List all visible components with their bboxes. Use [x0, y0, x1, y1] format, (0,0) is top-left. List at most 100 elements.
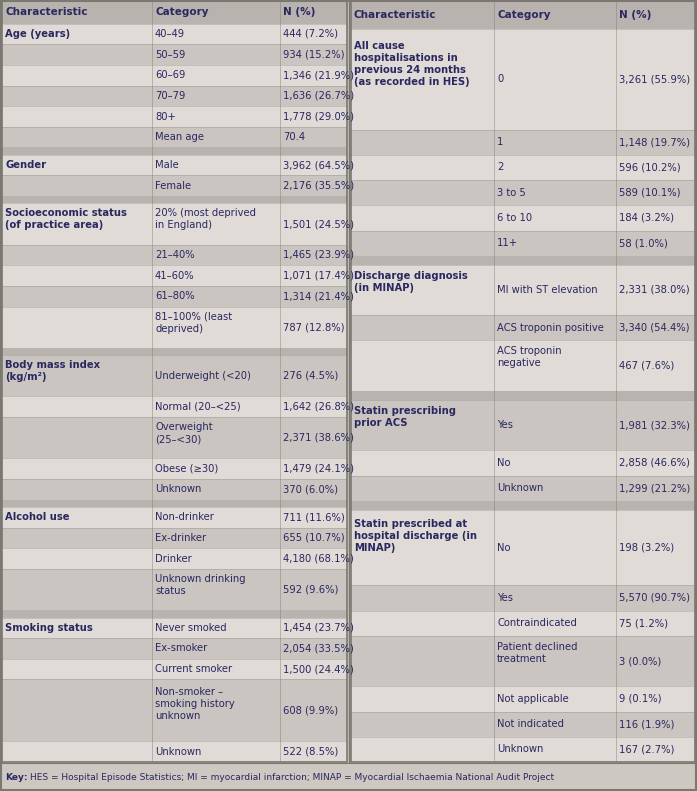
Text: 58 (1.0%): 58 (1.0%) [619, 238, 668, 248]
Text: 3,962 (64.5%): 3,962 (64.5%) [283, 160, 354, 170]
Text: Alcohol use: Alcohol use [5, 513, 70, 522]
Bar [2, 569, 347, 610]
Bar [351, 509, 695, 585]
Text: Category: Category [155, 7, 208, 17]
Text: Yes: Yes [497, 420, 513, 430]
Text: Ex-drinker: Ex-drinker [155, 533, 206, 543]
Text: Discharge diagnosis
(in MINAP): Discharge diagnosis (in MINAP) [354, 271, 468, 293]
Text: N (%): N (%) [619, 9, 652, 20]
Text: 1,501 (24.5%): 1,501 (24.5%) [283, 219, 354, 229]
Bar [2, 479, 347, 500]
Text: Obese (≥30): Obese (≥30) [155, 464, 218, 474]
Text: Non-smoker –
smoking history
unknown: Non-smoker – smoking history unknown [155, 687, 235, 721]
Text: 1,636 (26.7%): 1,636 (26.7%) [283, 91, 354, 101]
Bar [2, 106, 347, 127]
Text: 1,346 (21.9%): 1,346 (21.9%) [283, 70, 354, 80]
Text: 116 (1.9%): 116 (1.9%) [619, 719, 675, 729]
Bar [2, 85, 347, 106]
Bar [2, 244, 347, 265]
Text: Underweight (<20): Underweight (<20) [155, 371, 251, 380]
Bar [2, 528, 347, 548]
Text: Not indicated: Not indicated [497, 719, 564, 729]
Text: ACS troponin
negative: ACS troponin negative [497, 346, 562, 369]
Bar [2, 355, 347, 396]
Text: Key:: Key: [5, 773, 27, 782]
Text: 711 (11.6%): 711 (11.6%) [283, 513, 345, 522]
Text: 0: 0 [497, 74, 503, 84]
Bar [351, 736, 695, 762]
Text: Body mass index
(kg/m²): Body mass index (kg/m²) [5, 360, 100, 382]
Text: Never smoked: Never smoked [155, 623, 227, 633]
Bar [351, 712, 695, 736]
Bar [2, 396, 347, 417]
Text: 655 (10.7%): 655 (10.7%) [283, 533, 344, 543]
Text: 787 (12.8%): 787 (12.8%) [283, 322, 344, 332]
Text: 167 (2.7%): 167 (2.7%) [619, 744, 675, 755]
Text: 3 (0.0%): 3 (0.0%) [619, 656, 661, 666]
Bar [2, 348, 347, 355]
Text: MI with ST elevation: MI with ST elevation [497, 285, 597, 295]
Bar [351, 636, 695, 687]
Text: 467 (7.6%): 467 (7.6%) [619, 361, 674, 371]
Bar [351, 585, 695, 611]
Text: No: No [497, 543, 510, 553]
Bar [351, 399, 695, 450]
Bar [2, 44, 347, 65]
Bar [351, 501, 695, 509]
Text: 1,314 (21.4%): 1,314 (21.4%) [283, 291, 354, 301]
Text: Unknown drinking
status: Unknown drinking status [155, 574, 245, 596]
Text: N (%): N (%) [283, 7, 315, 17]
Text: All cause
hospitalisations in
previous 24 months
(as recorded in HES): All cause hospitalisations in previous 2… [354, 41, 470, 87]
Text: Unknown: Unknown [497, 744, 544, 755]
Text: Yes: Yes [497, 593, 513, 603]
Bar [2, 176, 347, 196]
Bar [2, 286, 347, 307]
Text: 184 (3.2%): 184 (3.2%) [619, 213, 674, 223]
Bar [2, 507, 347, 528]
Text: Statin prescribing
prior ACS: Statin prescribing prior ACS [354, 406, 456, 428]
Text: 1: 1 [497, 137, 503, 147]
Bar [2, 196, 347, 203]
Text: 608 (9.9%): 608 (9.9%) [283, 706, 338, 715]
Text: Non-drinker: Non-drinker [155, 513, 214, 522]
Bar [2, 618, 347, 638]
Text: Drinker: Drinker [155, 554, 192, 564]
Bar [351, 265, 695, 315]
Bar [351, 1, 695, 762]
Bar [2, 155, 347, 176]
Text: 2,054 (33.5%): 2,054 (33.5%) [283, 644, 354, 653]
Bar [2, 610, 347, 618]
Text: Gender: Gender [5, 160, 46, 170]
Text: Category: Category [497, 9, 551, 20]
Bar [2, 147, 347, 155]
Text: Patient declined
treatment: Patient declined treatment [497, 642, 578, 664]
Text: 2,176 (35.5%): 2,176 (35.5%) [283, 181, 354, 191]
Bar [351, 155, 695, 180]
Text: 3,340 (54.4%): 3,340 (54.4%) [619, 323, 689, 333]
Text: 1,778 (29.0%): 1,778 (29.0%) [283, 112, 354, 122]
Text: Unknown: Unknown [155, 484, 201, 494]
Text: 61–80%: 61–80% [155, 291, 194, 301]
Text: Characteristic: Characteristic [354, 9, 436, 20]
Text: Contraindicated: Contraindicated [497, 619, 577, 628]
Text: Unknown: Unknown [497, 483, 544, 493]
Bar [351, 180, 695, 206]
Text: Statin prescribed at
hospital discharge (in
MINAP): Statin prescribed at hospital discharge … [354, 519, 477, 553]
Text: Age (years): Age (years) [5, 29, 70, 39]
Text: 3,261 (55.9%): 3,261 (55.9%) [619, 74, 690, 84]
Text: 1,465 (23.9%): 1,465 (23.9%) [283, 250, 354, 260]
Text: Characteristic: Characteristic [5, 7, 88, 17]
Bar [351, 255, 695, 265]
Bar [351, 340, 695, 391]
Bar [2, 127, 347, 147]
Bar [2, 1, 347, 24]
Text: Normal (20–<25): Normal (20–<25) [155, 402, 240, 412]
Bar [2, 659, 347, 679]
Bar [2, 307, 347, 348]
Text: 1,148 (19.7%): 1,148 (19.7%) [619, 137, 690, 147]
Text: 6 to 10: 6 to 10 [497, 213, 532, 223]
Bar [2, 548, 347, 569]
Text: 592 (9.6%): 592 (9.6%) [283, 585, 338, 595]
Bar [2, 24, 347, 44]
Text: 9 (0.1%): 9 (0.1%) [619, 694, 661, 704]
